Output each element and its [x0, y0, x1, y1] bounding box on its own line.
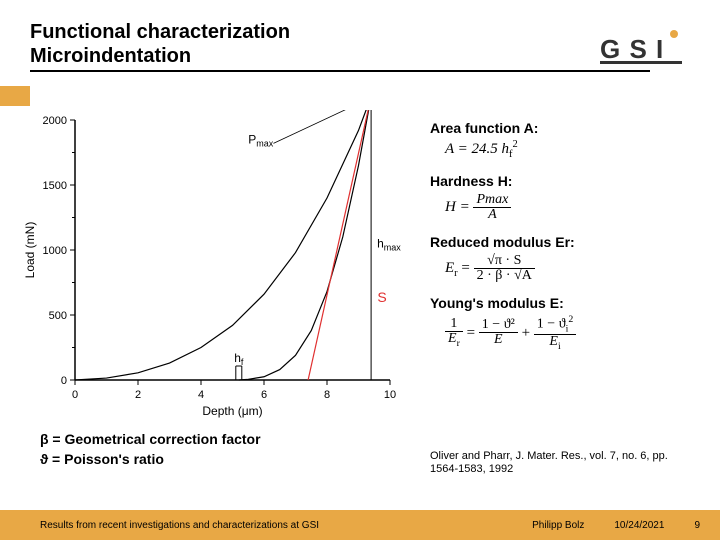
- footer: Results from recent investigations and c…: [0, 510, 720, 540]
- footer-page: 9: [694, 520, 700, 531]
- svg-text:Depth (μm): Depth (μm): [202, 404, 262, 418]
- footer-left: Results from recent investigations and c…: [0, 520, 502, 531]
- young-modulus-label: Young's modulus E:: [430, 295, 700, 311]
- svg-text:hmax: hmax: [377, 236, 401, 252]
- hardness-label: Hardness H:: [430, 173, 700, 189]
- svg-text:2: 2: [135, 389, 141, 401]
- formula-panel: Area function A: A = 24.5 hf2 Hardness H…: [430, 120, 700, 363]
- title-block: Functional characterization Microindenta…: [30, 20, 650, 72]
- poisson-definition: ϑ = Poisson's ratio: [40, 450, 261, 470]
- symbol-definitions: β = Geometrical correction factor ϑ = Po…: [40, 430, 261, 469]
- svg-text:G S I: G S I: [600, 34, 664, 64]
- reduced-modulus-formula: Er = √π · S2 · β · √A: [430, 254, 700, 283]
- svg-text:hf: hf: [234, 351, 244, 367]
- svg-text:Pmax: Pmax: [248, 132, 274, 148]
- load-depth-chart: 0 2 4 6 8 10 0 500 1000 1500 2000 Depth (μm) Load (m…: [20, 110, 410, 420]
- beta-definition: β = Geometrical correction factor: [40, 430, 261, 450]
- svg-text:8: 8: [324, 389, 330, 401]
- svg-text:6: 6: [261, 389, 267, 401]
- area-function-formula: A = 24.5 hf2: [430, 140, 700, 161]
- area-function-label: Area function A:: [430, 120, 700, 136]
- title-underline: [30, 70, 650, 72]
- footer-author: Philipp Bolz: [502, 520, 614, 531]
- svg-text:2000: 2000: [43, 115, 67, 127]
- svg-text:1500: 1500: [43, 180, 67, 192]
- reduced-modulus-label: Reduced modulus Er:: [430, 234, 700, 250]
- hardness-formula: H = PmaxA: [430, 193, 700, 222]
- svg-text:500: 500: [49, 310, 67, 322]
- svg-text:0: 0: [61, 375, 67, 387]
- svg-text:4: 4: [198, 389, 204, 401]
- svg-text:Load (mN): Load (mN): [23, 222, 37, 279]
- accent-bar: [0, 86, 30, 106]
- title-line2: Microindentation: [30, 44, 650, 68]
- svg-text:S: S: [377, 289, 386, 305]
- svg-text:0: 0: [72, 389, 78, 401]
- gsi-logo: G S I: [600, 28, 690, 69]
- svg-text:10: 10: [384, 389, 396, 401]
- title-line1: Functional characterization: [30, 20, 650, 44]
- footer-date: 10/24/2021: [614, 520, 664, 531]
- young-modulus-formula: 1Er = 1 − ϑ²E + 1 − ϑi2Ei: [430, 315, 700, 352]
- svg-text:1000: 1000: [43, 245, 67, 257]
- citation: Oliver and Pharr, J. Mater. Res., vol. 7…: [430, 450, 690, 476]
